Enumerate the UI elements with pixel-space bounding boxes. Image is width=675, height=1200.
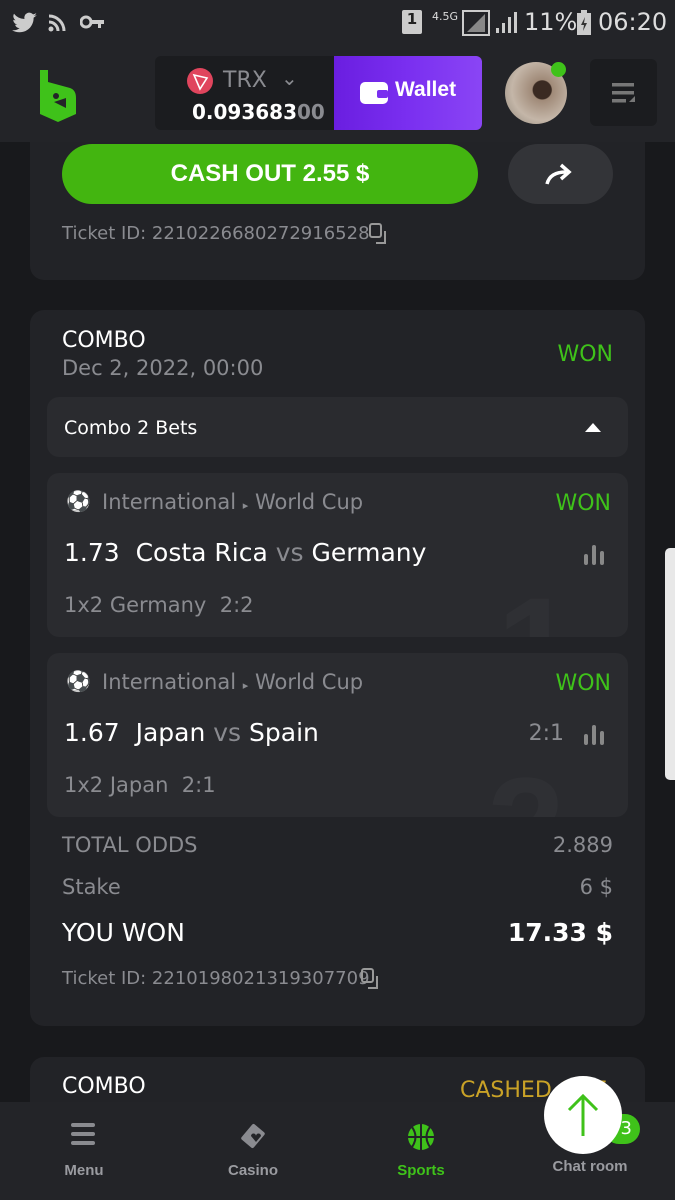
stats-icon[interactable] <box>584 725 606 745</box>
match[interactable]: 1.67 Japan vs Spain <box>64 718 319 747</box>
nav-label: Sports <box>397 1162 445 1179</box>
arrow-up-icon <box>567 1093 599 1136</box>
chevron-up-icon <box>585 423 601 432</box>
combo-ticket-card: COMBO Dec 2, 2022, 00:00 WON Combo 2 Bet… <box>30 310 645 1026</box>
nav-chat-room[interactable]: Chat room <box>520 1122 660 1175</box>
ticket-id: Ticket ID: 2210198021319307709 <box>62 968 370 989</box>
tournament: World Cup <box>254 670 364 694</box>
nav-casino[interactable]: Casino <box>183 1122 323 1179</box>
tournament: World Cup <box>254 490 364 514</box>
market: 1x2 Germany 2:2 <box>64 593 254 617</box>
nav-menu[interactable]: Menu <box>14 1122 154 1179</box>
cash-out-button[interactable]: CASH OUT 2.55 $ <box>62 144 478 204</box>
soccer-ball-icon: ⚽ <box>66 669 91 693</box>
status-bar: 1 4.5G 11% 06:20 <box>0 0 675 46</box>
currency-code: TRX <box>223 68 267 93</box>
key-icon <box>80 15 104 29</box>
won-label: YOU WON <box>62 918 185 947</box>
stake-label: Stake <box>62 875 121 899</box>
scroll-to-top-button[interactable] <box>544 1076 622 1154</box>
app-header: TRX ⌄ 0.09368300 Wallet <box>0 46 675 142</box>
battery-icon <box>577 10 591 35</box>
leg-index: 1 <box>497 577 575 638</box>
nav-label: Menu <box>64 1162 104 1179</box>
league: International <box>102 490 237 514</box>
bet-date: Dec 2, 2022, 00:00 <box>62 356 264 380</box>
bet-leg[interactable]: 1 ⚽ International ▸ World Cup WON 1.73 C… <box>47 473 628 637</box>
stake-value: 6 $ <box>579 875 613 899</box>
share-button[interactable] <box>508 144 613 204</box>
nav-label: Casino <box>227 1162 278 1179</box>
balance: 0.09368300 <box>192 100 325 124</box>
balance-main: 0.093683 <box>192 100 298 124</box>
battery-percent: 11% <box>524 8 578 36</box>
rss-icon <box>48 14 66 32</box>
won-value: 17.33 $ <box>507 918 613 947</box>
bc-game-logo[interactable] <box>36 68 78 124</box>
chevron-down-icon: ⌄ <box>281 66 298 90</box>
status-badge: WON <box>557 342 613 367</box>
network-type: 4.5G <box>432 10 459 23</box>
away-team: Germany <box>311 538 427 567</box>
total-odds-label: TOTAL ODDS <box>62 833 198 857</box>
trx-icon <box>187 68 213 94</box>
bet-leg[interactable]: 2 ⚽ International ▸ World Cup WON 1.67 J… <box>47 653 628 817</box>
wallet-label: Wallet <box>395 78 457 101</box>
match[interactable]: 1.73 Costa Rica vs Germany <box>64 538 426 567</box>
odds: 1.73 <box>64 538 120 567</box>
clock: 06:20 <box>598 8 668 36</box>
stats-icon[interactable] <box>584 545 606 565</box>
leg-index: 2 <box>487 757 565 818</box>
away-team: Spain <box>249 718 319 747</box>
wallet-icon <box>360 82 388 104</box>
wallet-button[interactable]: Wallet <box>334 56 482 130</box>
market: 1x2 Japan 2:1 <box>64 773 216 797</box>
basketball-icon <box>408 1124 434 1150</box>
combo-toggle[interactable]: Combo 2 Bets <box>47 397 628 457</box>
nav-sports[interactable]: Sports <box>351 1122 491 1179</box>
hamburger-icon <box>71 1123 95 1145</box>
home-team: Japan <box>135 718 206 747</box>
league-path: International ▸ World Cup <box>102 670 364 694</box>
copy-icon[interactable] <box>368 222 390 246</box>
nav-label: Chat room <box>552 1158 628 1175</box>
total-odds-value: 2.889 <box>552 833 613 857</box>
league: International <box>102 670 237 694</box>
balance-trailing: 00 <box>297 100 325 124</box>
signal-icon <box>462 10 517 36</box>
sim-icon: 1 <box>402 10 422 34</box>
menu-list-icon <box>612 83 635 103</box>
league-path: International ▸ World Cup <box>102 490 364 514</box>
scrollbar[interactable] <box>665 548 675 780</box>
market-name: 1x2 Germany <box>64 593 207 617</box>
currency-selector[interactable]: TRX ⌄ 0.09368300 <box>155 56 335 130</box>
ticket-id: Ticket ID: 2210226680272916528 <box>62 223 370 244</box>
selection-score: 2:2 <box>219 593 254 617</box>
bet-type: COMBO <box>62 1074 146 1099</box>
final-score: 2:1 <box>528 721 564 746</box>
soccer-ball-icon: ⚽ <box>66 489 91 513</box>
market-name: 1x2 Japan <box>64 773 169 797</box>
vs: vs <box>213 718 242 747</box>
copy-icon[interactable] <box>360 967 382 991</box>
leg-status: WON <box>555 491 611 516</box>
combo-toggle-label: Combo 2 Bets <box>64 417 198 439</box>
odds: 1.67 <box>64 718 120 747</box>
leg-status: WON <box>555 671 611 696</box>
menu-button[interactable] <box>590 59 657 126</box>
cards-icon <box>241 1124 265 1148</box>
selection-score: 2:1 <box>181 773 216 797</box>
share-arrow-icon <box>545 163 572 185</box>
online-indicator <box>551 62 566 77</box>
bet-type: COMBO <box>62 328 146 353</box>
vs: vs <box>275 538 304 567</box>
twitter-icon <box>12 12 37 33</box>
home-team: Costa Rica <box>135 538 268 567</box>
